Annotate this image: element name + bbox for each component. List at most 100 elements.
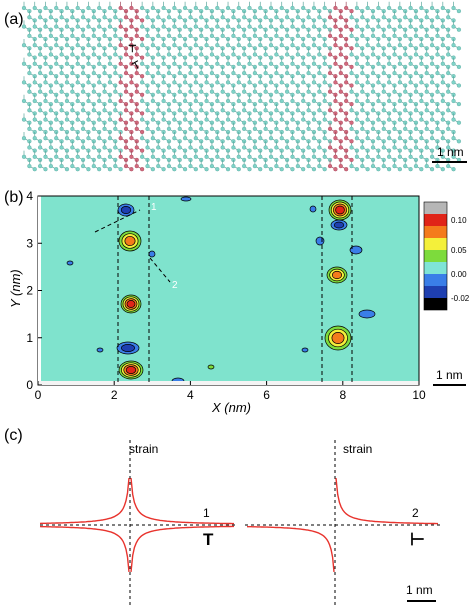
atom: [236, 43, 241, 48]
atom: [327, 164, 333, 169]
atom: [279, 98, 284, 104]
atom: [188, 52, 193, 57]
atom: [182, 61, 188, 66]
atom: [166, 164, 172, 169]
atom: [387, 167, 392, 172]
atom: [274, 89, 279, 94]
atom: [145, 108, 150, 113]
atom: [290, 136, 295, 141]
atom: [113, 145, 118, 150]
atom: [150, 167, 155, 172]
atom: [397, 98, 402, 104]
atom: [284, 108, 290, 113]
atom: [446, 52, 451, 57]
atom: [397, 136, 402, 141]
atom: [284, 70, 290, 76]
atom: [209, 108, 215, 113]
contour-level: [335, 205, 345, 215]
panel-b: (b) 1 2 0 2 4 6 8 10 0 1 2 3 4 X (nm) Y (nm) 0.10…: [4, 189, 470, 415]
atom: [225, 5, 231, 11]
atom: [376, 136, 381, 141]
atom: [446, 33, 451, 38]
atom: [456, 139, 462, 144]
atom: [97, 117, 102, 122]
atom: [311, 167, 317, 172]
atom: [172, 98, 177, 104]
atom: [220, 164, 225, 169]
atom: [419, 154, 424, 159]
atom: [134, 126, 139, 131]
atom: [134, 70, 139, 76]
atom: [429, 43, 435, 48]
atom: [166, 126, 172, 131]
atom: [424, 126, 429, 131]
atom: [354, 154, 360, 159]
atom: [129, 5, 134, 11]
atom: [274, 164, 279, 169]
atom: [86, 167, 91, 172]
atom: [279, 80, 284, 85]
strain-curve-1: [39, 478, 234, 572]
atom: [70, 89, 75, 94]
atom: [145, 126, 150, 131]
atom: [274, 52, 279, 57]
panel-a-label: (a): [4, 11, 24, 28]
atom: [32, 154, 37, 159]
atom: [193, 136, 198, 141]
atom: [446, 108, 451, 113]
atom: [387, 43, 392, 48]
atom: [392, 33, 397, 38]
atom: [140, 74, 145, 79]
atom: [129, 80, 134, 85]
atom: [140, 5, 145, 11]
atom: [32, 117, 37, 122]
atom: [75, 43, 80, 48]
atom: [451, 117, 456, 122]
atom: [252, 33, 257, 38]
atom: [274, 126, 279, 131]
atom: [172, 5, 177, 11]
contour-level: [96, 347, 104, 353]
atom: [225, 167, 231, 172]
atom: [113, 70, 118, 76]
atom: [231, 70, 236, 76]
atom: [204, 98, 209, 104]
atom: [387, 80, 392, 85]
atom: [64, 136, 70, 141]
atom: [182, 24, 188, 29]
atom: [327, 126, 333, 131]
atom: [225, 154, 231, 159]
colorbar-swatch: [424, 214, 447, 226]
atom: [263, 108, 268, 113]
atom: [403, 70, 408, 76]
atom: [311, 61, 317, 66]
atom: [123, 108, 129, 113]
atom: [349, 15, 354, 20]
atom: [419, 80, 424, 85]
atom: [182, 136, 188, 141]
atom: [419, 24, 424, 29]
atom: [220, 126, 225, 131]
atom: [435, 33, 440, 38]
boundary-band-right: [327, 1, 354, 172]
atom: [429, 154, 435, 159]
atom: [161, 61, 166, 66]
atom: [419, 5, 424, 11]
atom: [349, 52, 354, 57]
dislocation-mark: ⊤: [130, 59, 143, 73]
atom: [161, 5, 166, 11]
atom: [166, 108, 172, 113]
atom: [360, 89, 365, 94]
atom: [209, 164, 215, 169]
atom: [279, 117, 284, 122]
atom: [188, 89, 193, 94]
atom: [311, 5, 317, 11]
atom: [236, 154, 241, 159]
atom: [424, 145, 429, 150]
atom: [397, 5, 402, 11]
atom: [247, 167, 252, 172]
atom: [344, 98, 349, 104]
atom: [54, 136, 59, 141]
atom: [263, 126, 268, 131]
atom: [376, 117, 381, 122]
